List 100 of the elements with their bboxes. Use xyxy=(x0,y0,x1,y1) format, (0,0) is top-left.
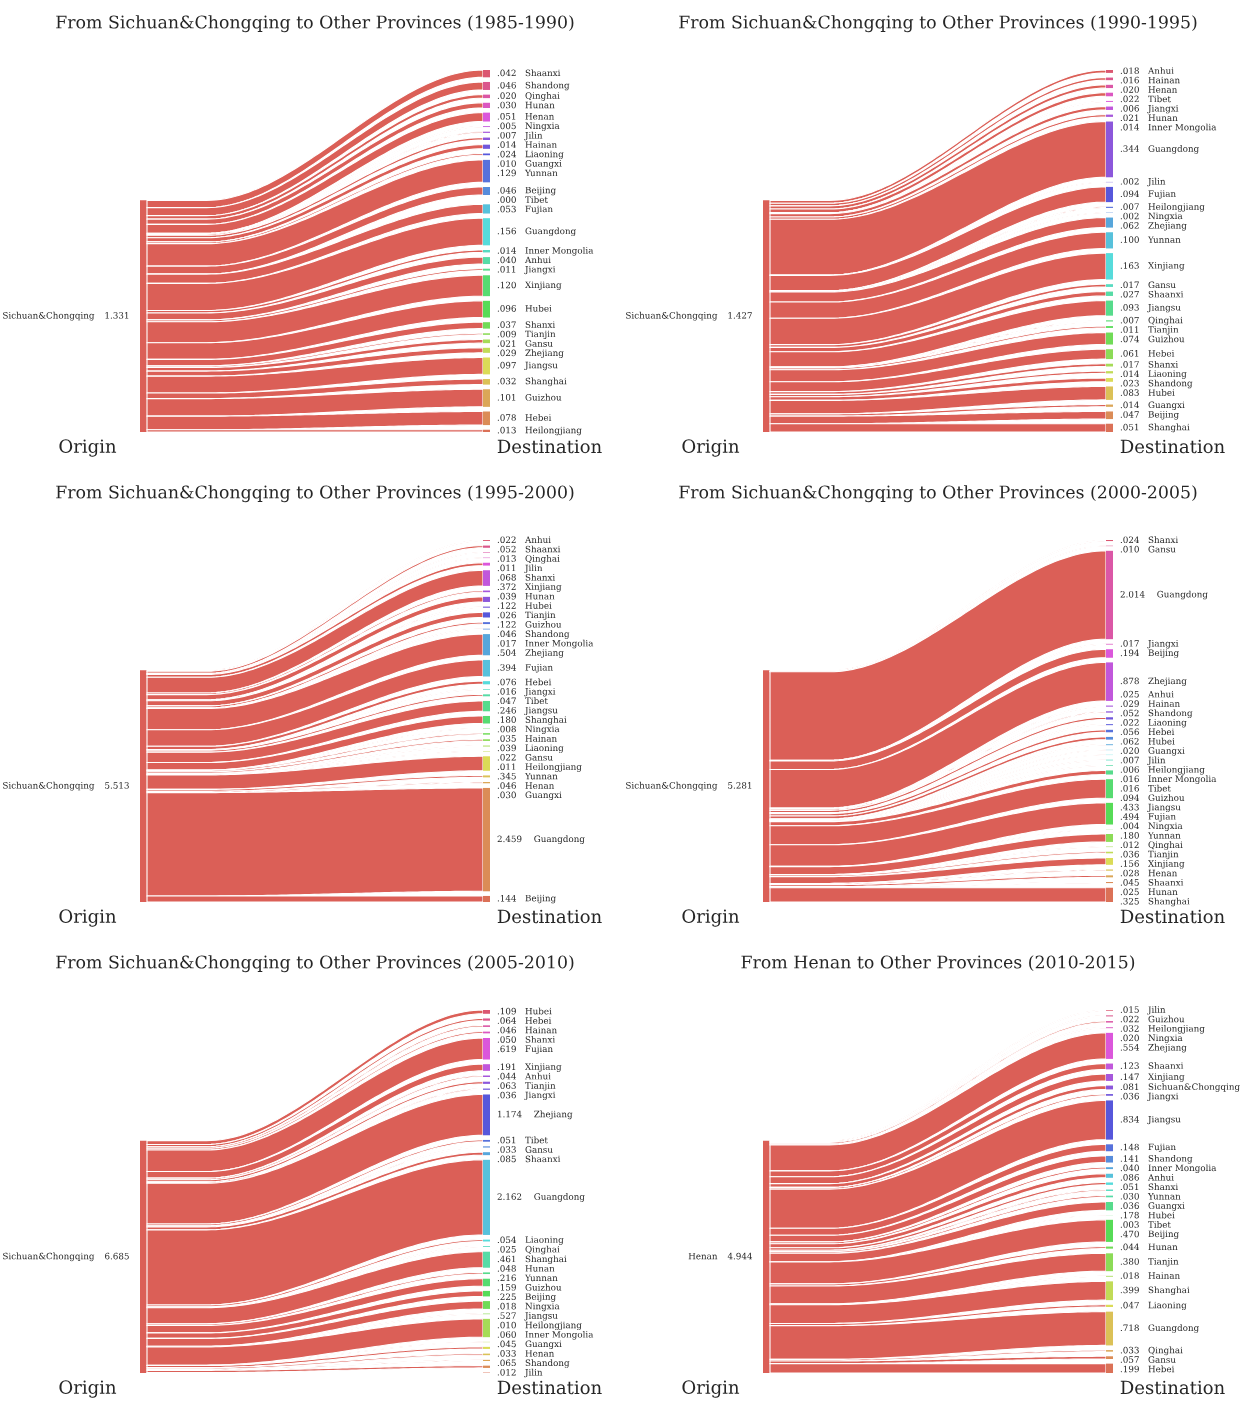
data-label: .094 xyxy=(1120,794,1140,802)
data-label: .083 xyxy=(1120,389,1139,396)
data-label: .061 xyxy=(1120,350,1139,357)
category-label: Shaanxi xyxy=(525,1155,561,1163)
category-label: Zhejiang xyxy=(525,649,564,658)
category-label: Qinghai xyxy=(1148,316,1183,326)
category-label: Guangxi xyxy=(525,160,562,169)
data-label: .007 xyxy=(1120,203,1139,210)
category-label: Yunnan xyxy=(1147,236,1181,243)
category-label: Shanxi xyxy=(525,573,556,581)
text: From Sichuan&Chongqing to Other Provinces (1995-2000) xyxy=(56,485,574,503)
text: Origin xyxy=(59,1380,117,1398)
category-label: Zhejiang xyxy=(1148,221,1187,231)
category-label: Guangdong xyxy=(534,835,585,844)
category-label: Ningxia xyxy=(525,725,560,735)
text: Sichuan&Chongqing xyxy=(3,781,95,791)
text: Origin xyxy=(682,1380,740,1398)
data-label: .064 xyxy=(497,1017,517,1024)
category-label: Tibet xyxy=(1148,784,1171,792)
data-label: .180 xyxy=(497,716,516,723)
category-label: Hunan xyxy=(1148,888,1178,896)
category-label: Hunan xyxy=(1148,1243,1178,1251)
data-label: .036 xyxy=(1120,1202,1139,1209)
text: Destination xyxy=(497,1380,602,1395)
category-label: Guizhou xyxy=(1148,1015,1185,1023)
data-label: .156 xyxy=(497,227,516,235)
data-label: .024 xyxy=(1120,536,1140,544)
category-label: Guangdong xyxy=(1148,1324,1199,1333)
category-label: Xinjiang xyxy=(1148,860,1185,869)
category-label: Hainan xyxy=(1148,700,1180,707)
data-label: .062 xyxy=(1120,737,1139,745)
text: From Sichuan&Chongqing to Other Provinces (2005-2010) xyxy=(56,955,574,973)
data-label: .024 xyxy=(497,150,517,158)
category-label: Hunan xyxy=(525,592,555,600)
data-label: 2.162 xyxy=(497,1193,522,1200)
data-label: .013 xyxy=(497,426,516,434)
category-label: Guangxi xyxy=(525,791,562,800)
data-label: .046 xyxy=(497,186,516,194)
data-label: .051 xyxy=(497,1136,516,1144)
data-label: .018 xyxy=(1120,1272,1139,1279)
data-label: .014 xyxy=(1120,370,1140,378)
category-label: Xinjiang xyxy=(1148,262,1185,271)
data-label: .015 xyxy=(1120,1006,1139,1013)
category-label: Gansu xyxy=(1148,545,1176,553)
text: Henan xyxy=(688,1252,718,1260)
data-label: .000 xyxy=(497,196,516,203)
data-label: .141 xyxy=(1120,1155,1139,1162)
data-label: .122 xyxy=(497,621,516,628)
category-label: Beijing xyxy=(525,1293,556,1302)
category-label: Ningxia xyxy=(1148,212,1183,221)
category-label: Zhejiang xyxy=(525,349,564,358)
category-label: Yunnan xyxy=(524,169,558,177)
data-label: .011 xyxy=(497,265,516,273)
data-label: .065 xyxy=(497,1359,516,1367)
category-label: Xinjiang xyxy=(1148,1073,1185,1082)
text: Destination xyxy=(1120,909,1225,924)
data-label: .216 xyxy=(497,1274,516,1282)
data-label: .718 xyxy=(1120,1324,1139,1332)
data-label: .345 xyxy=(497,772,516,780)
data-label: .047 xyxy=(1120,411,1139,418)
category-label: Jiangxi xyxy=(1147,104,1179,114)
data-label: .036 xyxy=(1120,1092,1139,1100)
category-label: Fujian xyxy=(1148,190,1176,199)
data-label: .063 xyxy=(497,1082,516,1089)
category-label: Shaanxi xyxy=(1148,878,1184,886)
data-label: .046 xyxy=(497,81,516,89)
data-label: .194 xyxy=(1120,649,1140,657)
category-label: Hubei xyxy=(525,304,552,312)
data-label: .014 xyxy=(1120,123,1140,131)
category-label: Yunnan xyxy=(1147,832,1181,839)
category-label: Hubei xyxy=(525,602,552,609)
data-label: .011 xyxy=(497,763,516,770)
data-label: .020 xyxy=(497,92,516,99)
data-label: .094 xyxy=(1120,190,1140,198)
data-label: .017 xyxy=(1120,640,1139,647)
text: Sichuan&Chongqing xyxy=(3,311,95,321)
data-label: .014 xyxy=(1120,401,1140,409)
category-label: Xinjiang xyxy=(525,281,562,290)
category-label: Shandong xyxy=(525,81,570,91)
text: From Sichuan&Chongqing to Other Provinces (1990-1995) xyxy=(679,15,1197,33)
category-label: Liaoning xyxy=(1148,1301,1187,1311)
data-label: 2.459 xyxy=(497,835,522,843)
data-label: .051 xyxy=(497,113,516,120)
data-label: .002 xyxy=(1120,212,1139,220)
category-label: Jiangxi xyxy=(524,265,556,275)
data-label: .048 xyxy=(497,1265,516,1272)
data-label: .046 xyxy=(497,630,516,638)
data-label: .044 xyxy=(1120,1243,1140,1251)
category-label: Beijing xyxy=(1148,411,1179,420)
category-label: Shandong xyxy=(1148,379,1193,389)
data-label: .225 xyxy=(497,1293,516,1301)
text: Origin xyxy=(59,439,117,457)
category-label: Guangxi xyxy=(525,1340,562,1349)
category-label: Liaoning xyxy=(525,1236,564,1245)
category-label: Zhejiang xyxy=(1148,1043,1187,1053)
category-label: Hebei xyxy=(525,1017,552,1024)
category-label: Hunan xyxy=(1148,114,1178,122)
category-label: Shandong xyxy=(525,630,570,639)
data-label: .056 xyxy=(1120,728,1139,736)
category-label: Tianjin xyxy=(525,1082,556,1091)
